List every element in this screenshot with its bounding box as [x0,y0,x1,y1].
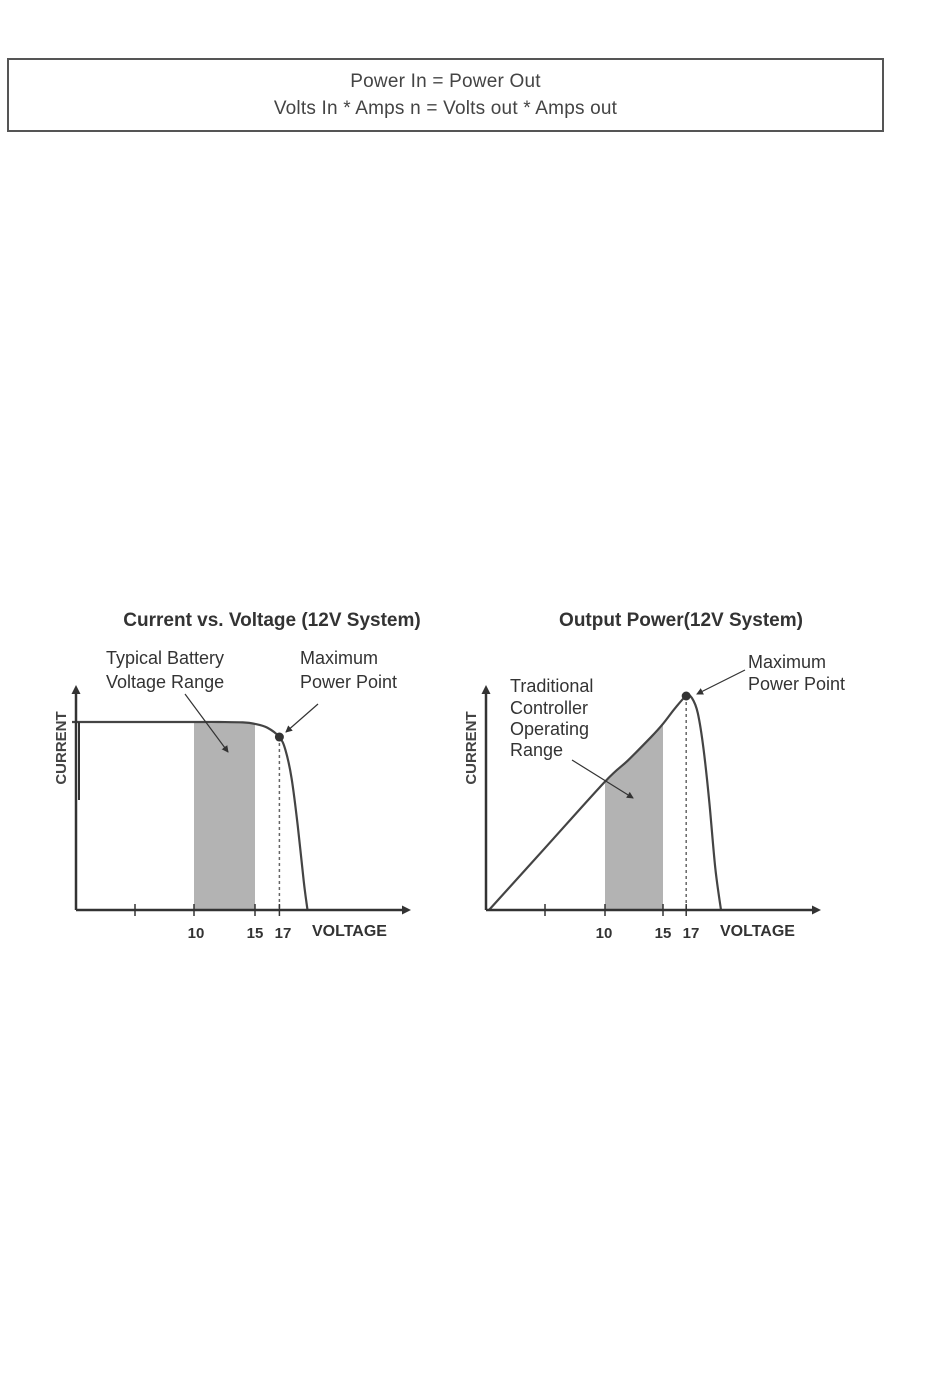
max-power-point-marker [681,691,691,701]
max-power-point-marker [274,732,284,742]
chart-title: Output Power(12V System) [559,610,803,631]
region-label-line: Typical Battery [106,648,224,668]
mpp-pointer [696,669,746,695]
x-tick-label: 17 [275,925,292,942]
x-tick-label: 15 [655,925,672,942]
chart-title: Current vs. Voltage (12V System) [123,610,420,631]
x-axis-label: VOLTAGE [312,923,387,940]
region-label-line: Operating [510,719,589,739]
region-label-line: Voltage Range [106,672,224,692]
formula-box: Power In = Power Out Volts In * Amps n =… [7,58,884,132]
region-label-line: Range [510,740,563,760]
region-label-line: Controller [510,698,588,718]
current-vs-voltage-chart: 10 15 17 VOLTAGE CURRENT Current vs. Voltage … [53,610,421,942]
shaded-region [605,723,663,910]
mpp-label-line: Power Point [748,674,845,694]
x-axis-label: VOLTAGE [720,923,795,940]
formula-line-1: Power In = Power Out [350,71,541,92]
shaded-region [194,722,255,910]
x-tick-label: 10 [188,925,205,942]
formula-line-2: Volts In * Amps n = Volts out * Amps out [273,98,618,119]
mpp-label-line: Maximum [300,648,378,668]
region-pointer [571,759,634,799]
series-line [488,694,723,911]
mpp-pointer [285,703,319,733]
output-power-chart: 10 15 17 VOLTAGE CURRENT Output Power(12V Sys… [463,610,845,942]
y-axis-label: CURRENT [463,711,480,784]
x-tick-label: 17 [683,925,700,942]
mpp-label-line: Maximum [748,652,826,672]
mpp-label-line: Power Point [300,672,397,692]
y-axis-label: CURRENT [53,711,70,784]
series-line [72,720,309,911]
x-tick-label: 10 [596,925,613,942]
x-tick-label: 15 [247,925,264,942]
region-pointer [184,693,229,753]
region-label-line: Traditional [510,676,593,696]
